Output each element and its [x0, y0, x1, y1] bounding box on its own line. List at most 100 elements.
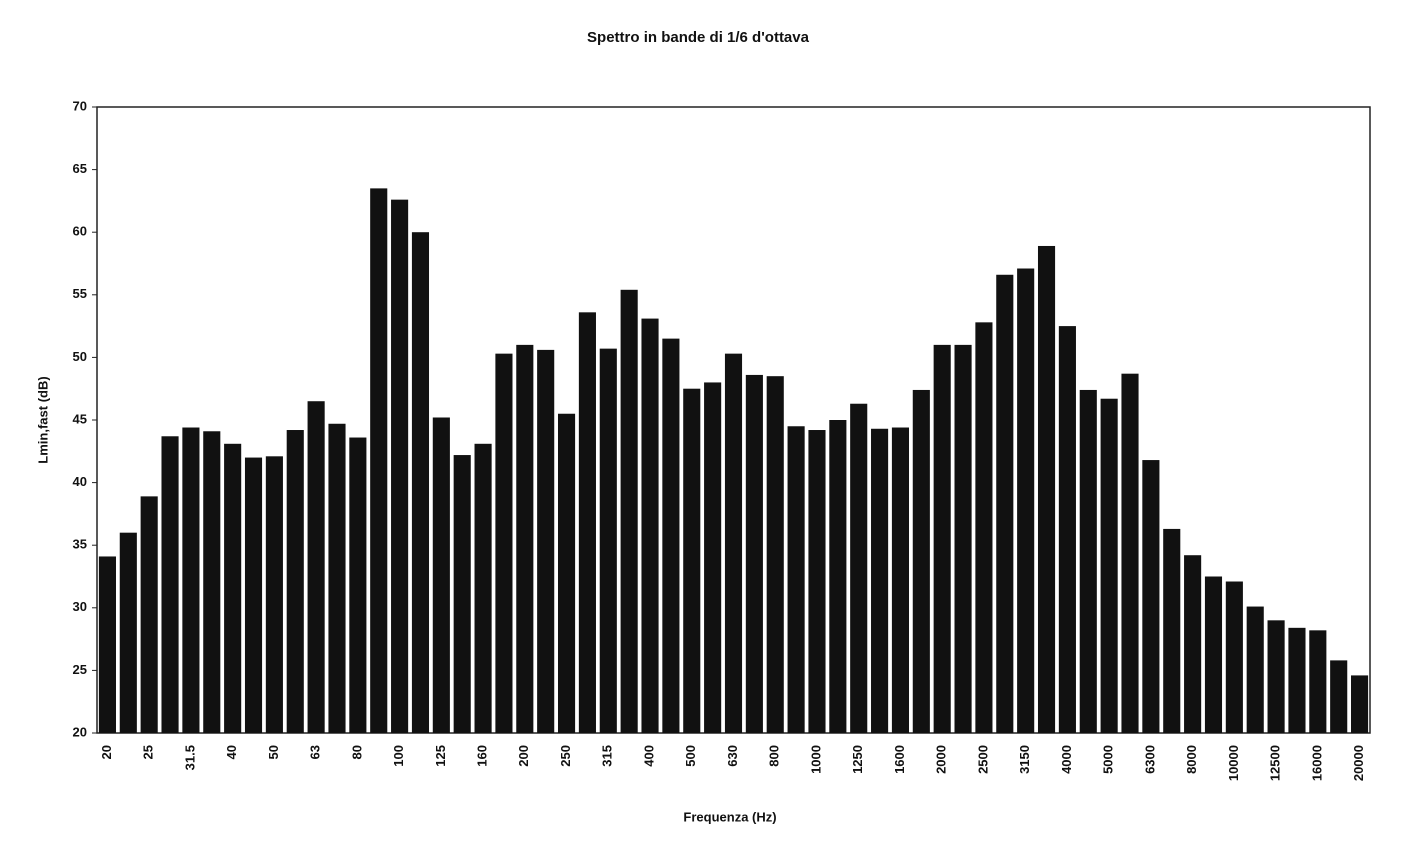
bar [1142, 460, 1160, 733]
y-tick-label: 50 [73, 349, 87, 364]
x-tick-label: 2500 [975, 745, 990, 774]
bar [328, 423, 346, 733]
bar [286, 430, 304, 733]
y-tick-label: 30 [73, 599, 87, 614]
bar [787, 426, 805, 733]
bar [244, 457, 263, 733]
x-axis-label: Frequenza (Hz) [683, 809, 776, 824]
bar [453, 455, 471, 733]
x-tick-label: 1600 [892, 745, 907, 774]
bar [411, 232, 430, 733]
bar [1225, 581, 1243, 733]
y-tick-label: 25 [73, 662, 87, 677]
bar [161, 436, 179, 733]
bar [495, 353, 513, 733]
x-tick-label: 100 [391, 745, 406, 767]
bar [391, 199, 409, 733]
bar [1204, 576, 1223, 733]
x-tick-label: 125 [433, 745, 448, 767]
bar [871, 428, 889, 733]
bar [766, 376, 784, 733]
bar [996, 274, 1014, 733]
bar [119, 532, 137, 733]
bar [1351, 675, 1369, 733]
x-tick-label: 80 [349, 745, 364, 759]
bar [1288, 627, 1306, 733]
x-tick-label: 20000 [1351, 745, 1366, 781]
bar [474, 443, 492, 733]
bar [745, 374, 763, 733]
x-tick-label: 63 [308, 745, 323, 759]
x-tick-label: 1250 [850, 745, 865, 774]
bar [1058, 326, 1076, 733]
bar [224, 443, 242, 733]
x-tick-label: 16000 [1309, 745, 1324, 781]
bar [975, 322, 993, 733]
bar [265, 456, 283, 733]
bar [1184, 555, 1202, 733]
x-tick-label: 500 [683, 745, 698, 767]
bar [578, 312, 596, 733]
bar [98, 556, 116, 733]
x-tick-label: 200 [516, 745, 531, 767]
x-tick-label: 20 [99, 745, 114, 759]
bar [140, 496, 158, 733]
bar [662, 338, 680, 733]
bar [1100, 398, 1118, 733]
x-tick-label: 8000 [1184, 745, 1199, 774]
bar [808, 430, 826, 733]
bar [1121, 373, 1139, 733]
x-tick-label: 12500 [1268, 745, 1283, 781]
x-tick-label: 2000 [934, 745, 949, 774]
x-tick-label: 630 [725, 745, 740, 767]
x-tick-label: 250 [558, 745, 573, 767]
bar [683, 388, 701, 733]
bar [1163, 528, 1181, 733]
y-axis-label: Lmin,fast (dB) [35, 376, 50, 463]
bar [599, 348, 617, 733]
bar [891, 427, 910, 733]
x-tick-label: 315 [600, 745, 615, 767]
x-tick-label: 40 [224, 745, 239, 759]
bar [641, 318, 659, 733]
bar [850, 403, 868, 733]
bar [724, 353, 743, 733]
x-tick-label: 5000 [1101, 745, 1116, 774]
bar [203, 431, 221, 733]
y-tick-label: 40 [73, 474, 87, 489]
x-tick-label: 400 [641, 745, 656, 767]
bar [933, 344, 951, 733]
x-tick-label: 4000 [1059, 745, 1074, 774]
bar [1330, 660, 1348, 733]
y-tick-label: 70 [73, 98, 87, 113]
x-tick-label: 25 [141, 745, 156, 759]
y-tick-label: 20 [73, 724, 87, 739]
bar [1309, 630, 1327, 733]
y-tick-label: 55 [73, 286, 87, 301]
bar [704, 382, 722, 733]
y-tick-label: 60 [73, 224, 87, 239]
chart-title: Spettro in bande di 1/6 d'ottava [587, 29, 810, 46]
bar [829, 420, 847, 733]
bar [370, 188, 388, 733]
bar [182, 427, 200, 733]
x-tick-label: 6300 [1142, 745, 1157, 774]
x-tick-label: 160 [475, 745, 490, 767]
x-tick-label: 3150 [1017, 745, 1032, 774]
bar [349, 437, 367, 733]
x-tick-label: 50 [266, 745, 281, 759]
bar [1017, 268, 1035, 733]
y-tick-label: 35 [73, 537, 87, 552]
bar [1267, 620, 1285, 733]
bar [1037, 245, 1056, 734]
bar [1246, 606, 1264, 733]
y-tick-label: 65 [73, 161, 87, 176]
x-tick-label: 31.5 [182, 745, 197, 770]
bar [954, 344, 972, 733]
x-tick-label: 1000 [808, 745, 823, 774]
bar [516, 344, 534, 733]
y-tick-label: 45 [73, 411, 87, 426]
x-tick-label: 800 [767, 745, 782, 767]
